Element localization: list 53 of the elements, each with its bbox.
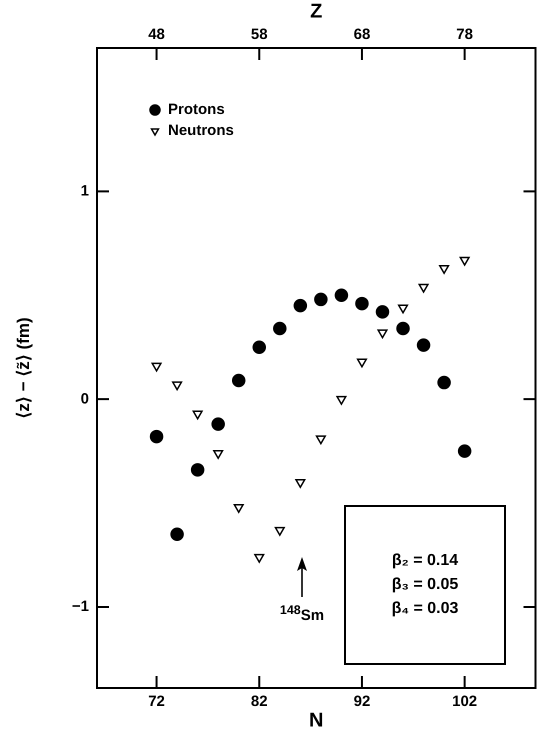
point bbox=[418, 284, 429, 293]
point bbox=[172, 381, 182, 390]
point bbox=[416, 338, 430, 352]
point bbox=[170, 527, 184, 541]
point bbox=[356, 358, 368, 368]
x2-axis-title: Z bbox=[310, 0, 322, 23]
point bbox=[355, 296, 369, 310]
x-axis-title: N bbox=[309, 710, 324, 732]
y-tick-label: 1 bbox=[80, 182, 89, 200]
point bbox=[295, 479, 306, 488]
point bbox=[192, 410, 203, 420]
point bbox=[316, 435, 326, 444]
point bbox=[252, 340, 266, 354]
point bbox=[458, 444, 472, 458]
x2-tick-label: 48 bbox=[148, 26, 165, 44]
x2-tick-label: 78 bbox=[456, 26, 473, 44]
point bbox=[376, 305, 390, 319]
x2-tick-label: 58 bbox=[250, 26, 268, 44]
point bbox=[336, 396, 346, 405]
point bbox=[439, 265, 450, 274]
point bbox=[150, 430, 164, 444]
point bbox=[211, 417, 225, 431]
point bbox=[294, 298, 308, 312]
point bbox=[460, 256, 470, 266]
annotation: β₂ = 0.14 bbox=[392, 551, 458, 571]
point bbox=[437, 376, 451, 390]
point bbox=[234, 504, 244, 513]
x-tick-label: 72 bbox=[148, 693, 165, 710]
x-tick-label: 102 bbox=[452, 693, 478, 710]
point bbox=[274, 526, 285, 536]
legend-label: Neutrons bbox=[168, 122, 234, 140]
y-tick-label: −1 bbox=[72, 598, 89, 616]
x-tick-label: 82 bbox=[250, 693, 268, 710]
annotation: $^{148}$Sm bbox=[278, 602, 326, 624]
point bbox=[334, 288, 348, 302]
point bbox=[377, 329, 388, 338]
y-axis-title: ⟨z⟩ − ⟨z̃⟩ (fm) bbox=[14, 317, 33, 419]
legend-label: Protons bbox=[168, 101, 225, 118]
framed-box: β₂ = 0.14 β₃ = 0.05 β₄ = 0.03 bbox=[344, 505, 506, 665]
point bbox=[396, 322, 410, 336]
point bbox=[213, 450, 224, 459]
point bbox=[398, 304, 408, 314]
annotation: β₃ = 0.05 bbox=[392, 575, 458, 595]
y-tick-label: 0 bbox=[80, 390, 89, 408]
point bbox=[232, 374, 246, 388]
x2-tick-label: 68 bbox=[354, 26, 370, 44]
point bbox=[254, 554, 264, 563]
x-tick-label: 92 bbox=[354, 693, 370, 710]
annotation: β₄ = 0.03 bbox=[392, 599, 458, 619]
point bbox=[273, 322, 287, 336]
point bbox=[190, 463, 204, 477]
point bbox=[151, 362, 162, 372]
point bbox=[314, 292, 328, 306]
